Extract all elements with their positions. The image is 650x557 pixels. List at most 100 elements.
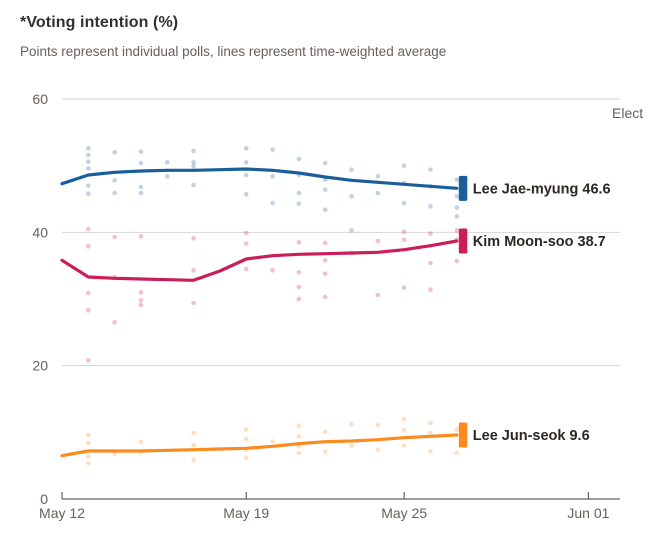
poll-point-kim-moon-soo [322,240,328,246]
poll-point-lee-jae-myung [375,174,381,179]
poll-point-lee-jae-myung [112,150,117,155]
poll-point-kim-moon-soo [86,308,91,313]
poll-point-lee-jae-myung [86,152,91,158]
poll-point-kim-moon-soo [138,302,144,308]
poll-point-lee-jae-myung [428,167,433,172]
poll-point-kim-moon-soo [138,298,144,303]
poll-point-lee-jae-myung [138,190,144,196]
poll-point-lee-jae-myung [191,182,196,188]
poll-point-lee-jae-myung [454,214,460,219]
series-end-marker-lee-jun-seok [458,422,468,448]
poll-point-kim-moon-soo [428,260,433,266]
poll-point-lee-jae-myung [322,187,328,192]
poll-point-kim-moon-soo [243,230,249,236]
y-tick-label: 0 [40,491,48,507]
poll-point-lee-jae-myung [243,160,249,165]
poll-point-lee-jun-seok [243,455,249,460]
poll-point-lee-jun-seok [401,428,407,433]
poll-point-kim-moon-soo [191,268,196,273]
series-end-marker-kim-moon-soo [458,228,468,254]
poll-point-lee-jae-myung [428,204,433,209]
poll-point-lee-jun-seok [86,460,91,466]
poll-point-kim-moon-soo [296,284,302,290]
poll-point-lee-jun-seok [86,432,91,438]
poll-point-lee-jun-seok [138,439,144,444]
poll-point-lee-jun-seok [375,447,381,452]
poll-point-lee-jae-myung [138,160,144,166]
poll-point-lee-jun-seok [86,440,91,446]
poll-point-lee-jae-myung [296,156,302,162]
poll-point-kim-moon-soo [375,292,381,298]
poll-point-kim-moon-soo [112,234,117,240]
poll-point-lee-jae-myung [296,201,302,206]
poll-point-lee-jae-myung [296,190,302,196]
poll-point-lee-jun-seok [428,430,433,436]
poll-point-kim-moon-soo [270,268,275,273]
trend-line-lee-jun-seok [60,433,459,458]
poll-point-lee-jun-seok [296,450,302,456]
poll-point-lee-jun-seok [349,443,354,448]
chart-subtitle: Points represent individual polls, lines… [20,44,447,59]
poll-point-lee-jun-seok [296,423,302,428]
poll-point-lee-jae-myung [349,194,354,199]
poll-point-lee-jae-myung [243,146,249,151]
poll-point-lee-jun-seok [401,443,407,448]
poll-point-kim-moon-soo [401,285,407,290]
poll-point-lee-jae-myung [86,191,91,196]
series-end-marker-lee-jae-myung [458,175,468,201]
poll-point-kim-moon-soo [86,290,91,296]
trend-line-lee-jae-myung [60,167,459,190]
poll-point-lee-jae-myung [164,160,170,165]
poll-point-lee-jun-seok [296,434,302,439]
poll-point-kim-moon-soo [454,258,460,264]
poll-point-lee-jun-seok [270,439,275,444]
series-end-label-lee-jae-myung: Lee Jae-myung 46.6 [473,181,611,197]
poll-point-lee-jun-seok [428,420,433,426]
poll-point-lee-jun-seok [191,430,196,436]
poll-point-lee-jae-myung [112,178,117,183]
series-end-label-kim-moon-soo: Kim Moon-soo 38.7 [473,234,606,250]
poll-point-kim-moon-soo [112,320,117,325]
chart-title: *Voting intention (%) [20,14,179,31]
poll-point-lee-jae-myung [322,207,328,212]
poll-point-lee-jae-myung [243,192,249,197]
poll-point-lee-jae-myung [86,183,91,188]
poll-point-lee-jun-seok [322,429,328,434]
poll-point-kim-moon-soo [86,244,91,249]
poll-point-kim-moon-soo [86,226,91,232]
poll-point-kim-moon-soo [296,270,302,275]
poll-point-kim-moon-soo [86,358,91,363]
series-end-label-lee-jun-seok: Lee Jun-seok 9.6 [473,428,590,444]
trend-line-kim-moon-soo [60,239,459,282]
poll-point-lee-jae-myung [270,174,275,179]
poll-point-lee-jae-myung [138,149,144,154]
poll-point-kim-moon-soo [401,237,407,242]
poll-point-kim-moon-soo [191,300,196,306]
poll-point-kim-moon-soo [243,266,249,272]
poll-point-lee-jae-myung [349,167,354,172]
poll-point-lee-jun-seok [454,427,460,432]
poll-point-lee-jun-seok [243,427,249,432]
poll-point-lee-jae-myung [86,166,91,171]
x-tick-label: Jun 01 [567,505,609,521]
poll-point-kim-moon-soo [401,229,407,234]
poll-point-lee-jae-myung [112,190,117,196]
poll-point-lee-jun-seok [401,416,407,422]
poll-point-lee-jun-seok [322,449,328,454]
poll-point-kim-moon-soo [138,234,144,239]
poll-point-lee-jae-myung [270,200,275,206]
poll-point-lee-jae-myung [401,163,407,168]
poll-point-kim-moon-soo [428,231,433,236]
poll-point-lee-jae-myung [191,148,196,154]
poll-point-lee-jun-seok [428,448,433,454]
y-tick-label: 20 [32,358,48,374]
x-tick-label: May 25 [381,505,427,521]
poll-point-lee-jae-myung [243,172,249,178]
poll-point-lee-jun-seok [86,454,91,459]
poll-point-lee-jae-myung [191,164,196,169]
poll-point-lee-jae-myung [375,190,381,196]
poll-point-lee-jae-myung [164,174,170,179]
poll-point-kim-moon-soo [191,236,196,241]
poll-point-lee-jae-myung [401,200,407,206]
